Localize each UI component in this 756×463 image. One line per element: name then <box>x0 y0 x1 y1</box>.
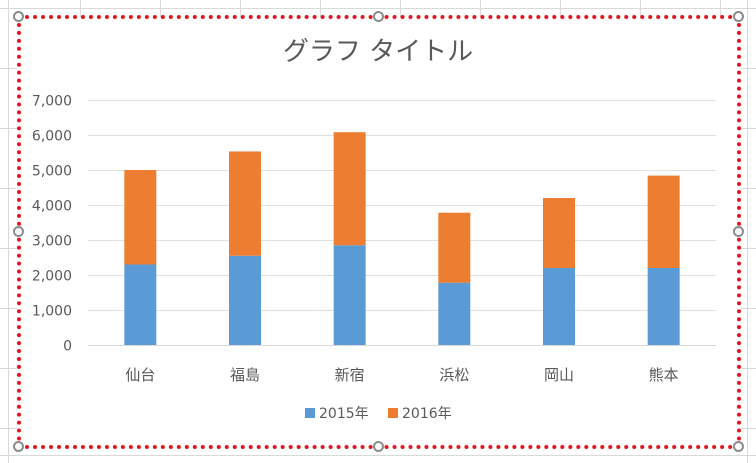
y-tick-label: 4,000 <box>32 199 72 215</box>
chart-selection-border <box>17 15 741 449</box>
bar-2015-1[interactable] <box>229 255 261 345</box>
bar-2015-2[interactable] <box>333 245 366 345</box>
resize-handle-top[interactable] <box>373 11 384 22</box>
legend-label[interactable]: 2016年 <box>402 406 452 422</box>
y-tick-label: 5,000 <box>32 164 72 180</box>
bar-2016-4[interactable] <box>543 198 575 268</box>
y-tick-label: 3,000 <box>32 234 72 250</box>
x-category-label: 浜松 <box>439 366 469 384</box>
bar-2016-5[interactable] <box>647 175 680 268</box>
chart-title[interactable]: グラフ タイトル <box>283 37 473 67</box>
legend-label[interactable]: 2015年 <box>319 406 369 422</box>
bar-2016-1[interactable] <box>229 151 261 256</box>
y-tick-label: 0 <box>63 339 72 355</box>
bar-2016-2[interactable] <box>333 132 366 246</box>
x-category-label: 岡山 <box>544 366 574 384</box>
resize-handle-bottom-right[interactable] <box>733 441 744 452</box>
y-tick-label: 6,000 <box>32 129 72 145</box>
resize-handle-left[interactable] <box>13 226 24 237</box>
y-tick-label: 2,000 <box>32 269 72 285</box>
bar-2015-3[interactable] <box>438 282 471 345</box>
y-tick-label: 1,000 <box>32 304 72 320</box>
bar-2015-0[interactable] <box>124 264 157 346</box>
bar-2015-5[interactable] <box>647 268 680 345</box>
resize-handle-bottom[interactable] <box>373 441 384 452</box>
y-tick-label: 7,000 <box>32 94 72 110</box>
bar-2016-0[interactable] <box>124 170 157 265</box>
resize-handle-top-left[interactable] <box>13 11 24 22</box>
bar-2015-4[interactable] <box>543 268 575 345</box>
bar-2016-3[interactable] <box>438 212 471 283</box>
x-category-label: 福島 <box>230 366 260 384</box>
resize-handle-bottom-left[interactable] <box>13 441 24 452</box>
resize-handle-right[interactable] <box>733 226 744 237</box>
x-category-label: 新宿 <box>335 366 365 384</box>
resize-handle-top-right[interactable] <box>733 11 744 22</box>
x-category-label: 熊本 <box>649 366 679 384</box>
legend-swatch <box>305 408 315 418</box>
legend-swatch <box>388 408 398 418</box>
x-category-label: 仙台 <box>125 366 155 384</box>
